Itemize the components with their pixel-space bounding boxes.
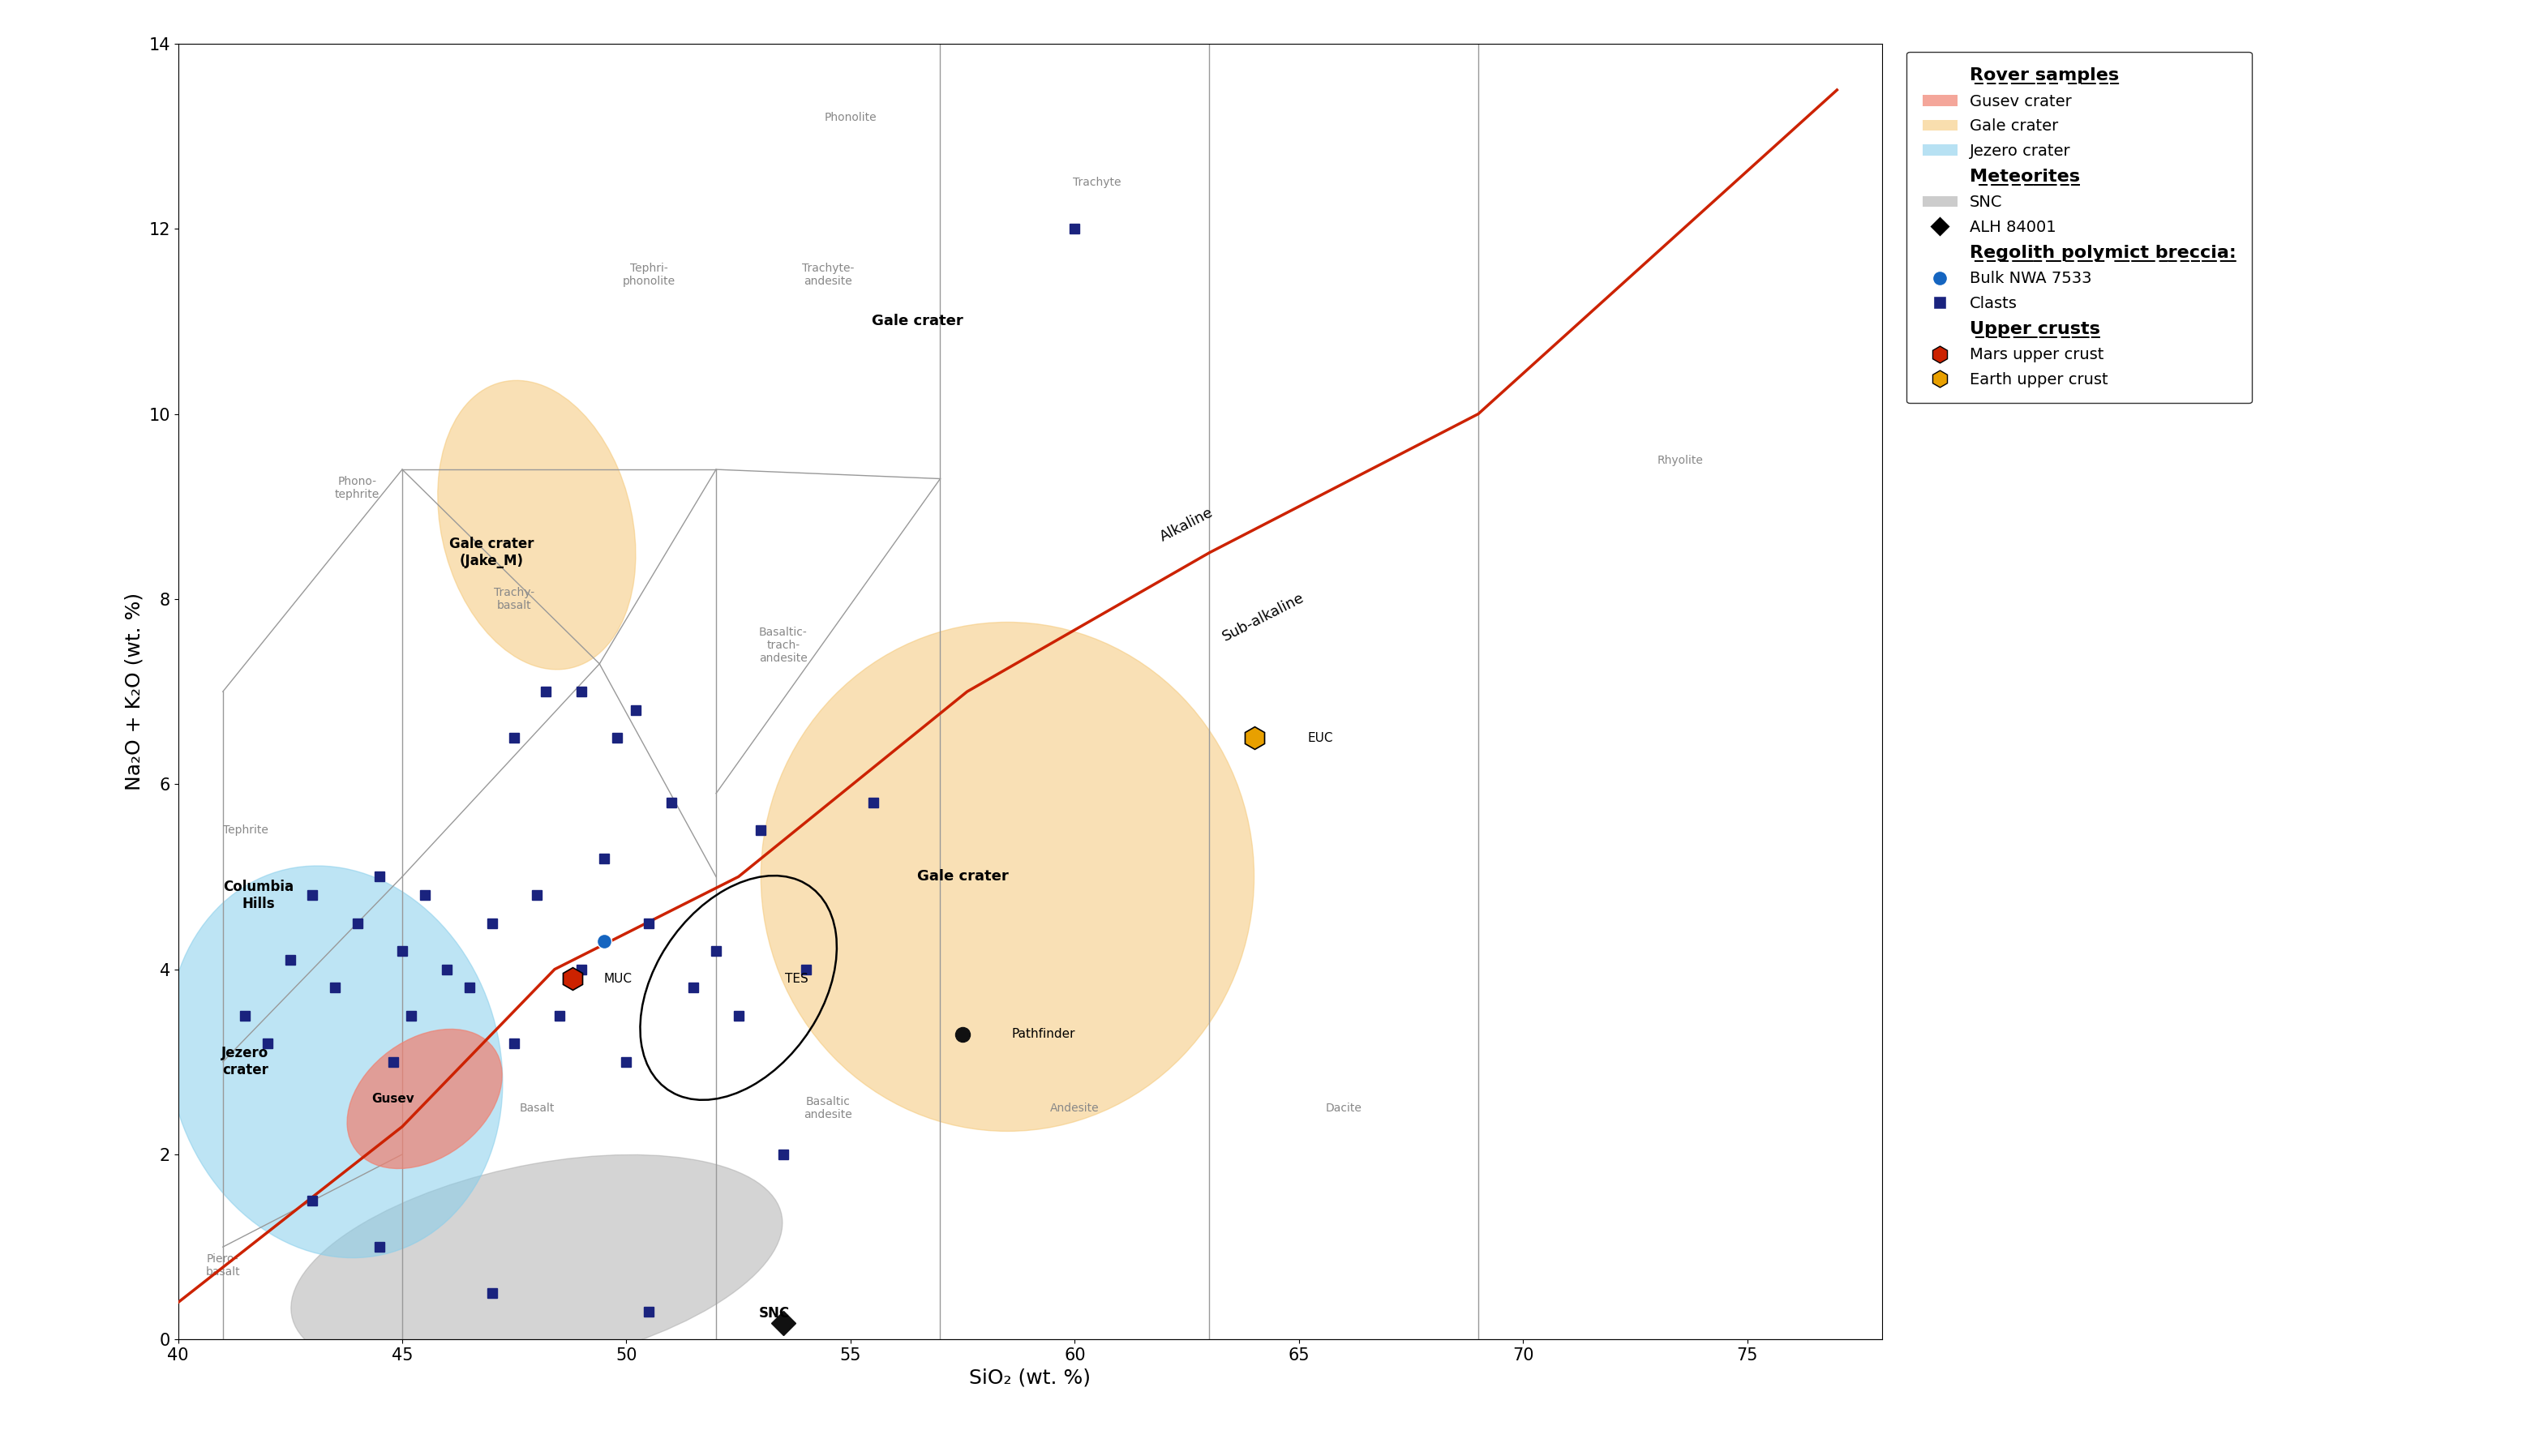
Text: EUC: EUC (1307, 732, 1333, 744)
Text: Columbia
Hills: Columbia Hills (224, 879, 295, 911)
Ellipse shape (437, 380, 636, 670)
Text: Basaltic-
trach-
andesite: Basaltic- trach- andesite (758, 626, 809, 664)
Text: Dacite: Dacite (1325, 1102, 1363, 1114)
X-axis label: SiO₂ (wt. %): SiO₂ (wt. %) (969, 1369, 1091, 1388)
Text: Basaltic
andesite: Basaltic andesite (804, 1096, 852, 1120)
Text: Trachyte-
andesite: Trachyte- andesite (801, 264, 854, 287)
Text: Andesite: Andesite (1050, 1102, 1099, 1114)
Text: Trachyte: Trachyte (1073, 176, 1121, 188)
Legend: R̲o̲v̲e̲r̲ ̲s̲a̲m̲p̲l̲e̲s̲, Gusev crater, Gale crater, Jezero crater, M̲e̲t̲e̲o̲: R̲o̲v̲e̲r̲ ̲s̲a̲m̲p̲l̲e̲s̲, Gusev crater… (1907, 51, 2253, 403)
Text: Basalt: Basalt (519, 1102, 554, 1114)
Text: Tephri-
phonolite: Tephri- phonolite (623, 264, 676, 287)
Text: TES: TES (786, 973, 809, 984)
Text: Trachy-
basalt: Trachy- basalt (493, 587, 534, 612)
Text: Gusev: Gusev (371, 1093, 415, 1105)
Text: MUC: MUC (605, 973, 633, 984)
Text: Rhyolite: Rhyolite (1658, 454, 1704, 466)
Text: Pathfinder: Pathfinder (1012, 1028, 1076, 1040)
Text: Tephrite: Tephrite (224, 824, 267, 836)
Text: Gale crater: Gale crater (918, 869, 1010, 884)
Text: SNC: SNC (758, 1306, 791, 1321)
Ellipse shape (290, 1155, 783, 1376)
Text: Gale crater: Gale crater (872, 314, 964, 329)
Text: Jezero
crater: Jezero crater (221, 1045, 270, 1077)
Text: Alkaline: Alkaline (1157, 505, 1216, 545)
Text: Phono-
tephrite: Phono- tephrite (336, 476, 379, 501)
Text: Gale crater
(Jake_M): Gale crater (Jake_M) (450, 537, 534, 568)
Ellipse shape (760, 622, 1254, 1131)
Text: Sub-alkaline: Sub-alkaline (1221, 591, 1307, 645)
Ellipse shape (168, 866, 504, 1258)
Ellipse shape (348, 1029, 501, 1169)
Text: Piero-
basalt: Piero- basalt (206, 1254, 239, 1278)
Text: Phonolite: Phonolite (824, 112, 877, 124)
Y-axis label: Na₂O + K₂O (wt. %): Na₂O + K₂O (wt. %) (125, 593, 145, 791)
